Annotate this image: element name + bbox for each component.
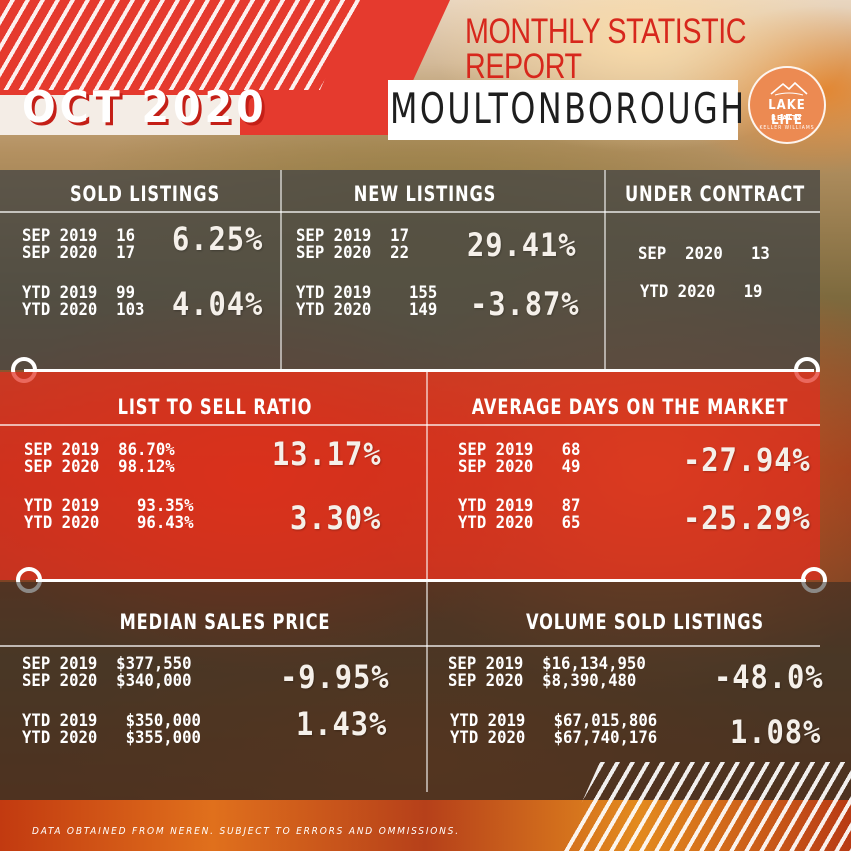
avg-days-month-rows: SEP 2019 68 SEP 2020 49 xyxy=(458,440,581,477)
new-listings-month-pct: 29.41% xyxy=(467,226,577,264)
divider xyxy=(604,170,606,370)
median-price-ytd-pct: 1.43% xyxy=(296,705,388,743)
under-contract-ytd: YTD 2020 19 xyxy=(640,282,763,302)
divider xyxy=(0,211,820,213)
volume-sold-month-rows: SEP 2019 $16,134,950 SEP 2020 $8,390,480 xyxy=(448,654,646,691)
avg-days-ytd-pct: -25.29% xyxy=(683,499,811,537)
list-to-sell-ytd-rows: YTD 2019 93.35% YTD 2020 96.43% xyxy=(24,496,194,533)
town-name: MOULTONBOROUGH xyxy=(390,84,747,133)
divider xyxy=(280,170,282,370)
new-listings-title: NEW LISTINGS xyxy=(353,182,497,206)
new-listings-ytd-rows: YTD 2019 155 YTD 2020 149 xyxy=(296,283,438,320)
sold-listings-ytd-pct: 4.04% xyxy=(172,285,264,323)
middle-stats-panel xyxy=(0,372,820,580)
under-contract-title: UNDER CONTRACT xyxy=(624,182,806,206)
median-price-ytd-rows: YTD 2019 $350,000 YTD 2020 $355,000 xyxy=(22,711,201,748)
new-listings-month-rows: SEP 2019 17 SEP 2020 22 xyxy=(296,226,410,263)
divider xyxy=(0,424,820,426)
mountain-lake-icon xyxy=(770,81,808,96)
under-contract-month: SEP 2020 13 xyxy=(638,244,770,264)
town-box xyxy=(388,80,738,140)
median-price-month-rows: SEP 2019 $377,550 SEP 2020 $340,000 xyxy=(22,654,192,691)
volume-sold-month-pct: -48.0% xyxy=(714,658,824,696)
list-to-sell-month-pct: 13.17% xyxy=(272,435,382,473)
median-price-title: MEDIAN SALES PRICE xyxy=(119,610,331,634)
logo-line3: KELLER WILLIAMS xyxy=(759,125,815,131)
volume-sold-ytd-rows: YTD 2019 $67,015,806 YTD 2020 $67,740,17… xyxy=(450,711,658,748)
divider xyxy=(426,582,428,792)
volume-sold-title: VOLUME SOLD LISTINGS xyxy=(526,610,764,634)
new-listings-ytd-pct: -3.87% xyxy=(470,285,580,323)
report-period: OCT 2020 xyxy=(22,82,268,133)
list-to-sell-ytd-pct: 3.30% xyxy=(290,499,382,537)
list-to-sell-title: LIST TO SELL RATIO xyxy=(117,395,313,419)
footer-stripes xyxy=(560,762,851,851)
report-title: MONTHLY STATISTIC REPORT xyxy=(465,12,747,86)
footer-disclaimer: DATA OBTAINED FROM NEREN. SUBJECT TO ERR… xyxy=(32,826,460,837)
sold-listings-month-rows: SEP 2019 16 SEP 2020 17 xyxy=(22,226,136,263)
logo-line2: REALTY xyxy=(771,114,803,122)
section-divider xyxy=(36,579,806,582)
volume-sold-ytd-pct: 1.08% xyxy=(730,713,822,751)
sold-listings-month-pct: 6.25% xyxy=(172,220,264,258)
list-to-sell-month-rows: SEP 2019 86.70% SEP 2020 98.12% xyxy=(24,440,175,477)
avg-days-title: AVERAGE DAYS ON THE MARKET xyxy=(471,395,789,419)
divider xyxy=(426,372,428,580)
header-stripes xyxy=(0,0,360,90)
top-stats-panel xyxy=(0,170,820,370)
section-divider xyxy=(24,369,814,372)
period-band xyxy=(0,95,240,135)
avg-days-month-pct: -27.94% xyxy=(683,441,811,479)
sold-listings-ytd-rows: YTD 2019 99 YTD 2020 103 xyxy=(22,283,145,320)
divider xyxy=(0,645,820,647)
sold-listings-title: SOLD LISTINGS xyxy=(69,182,221,206)
median-price-month-pct: -9.95% xyxy=(280,658,390,696)
logo-line1: LAKE LIFE xyxy=(768,98,806,128)
lake-life-realty-logo: LAKE LIFE REALTY KELLER WILLIAMS xyxy=(748,66,826,144)
avg-days-ytd-rows: YTD 2019 87 YTD 2020 65 xyxy=(458,496,581,533)
